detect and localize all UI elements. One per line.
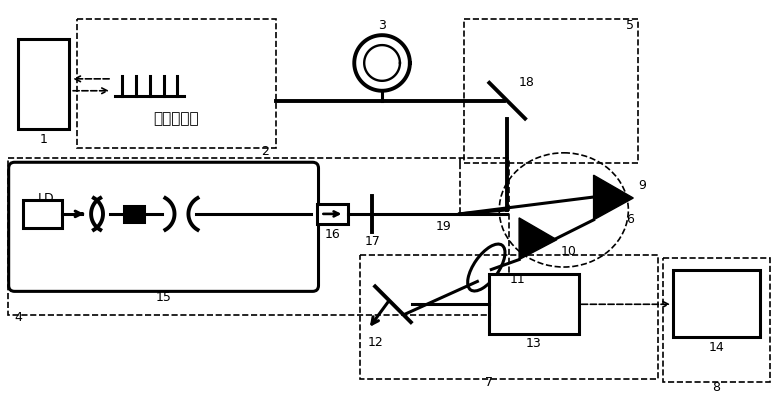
Text: 19: 19	[436, 220, 451, 233]
Text: 11: 11	[509, 273, 525, 286]
Text: 18: 18	[519, 76, 535, 89]
Text: 16: 16	[325, 228, 340, 241]
Text: 5: 5	[626, 19, 634, 32]
Text: 15: 15	[156, 291, 171, 304]
Text: 1: 1	[40, 134, 48, 146]
Bar	[18, 39, 70, 128]
Text: 9: 9	[638, 179, 646, 192]
Bar	[673, 270, 760, 337]
Text: LD: LD	[38, 192, 54, 205]
Bar	[8, 158, 509, 315]
Bar	[23, 200, 63, 228]
Text: 3: 3	[378, 19, 386, 32]
Text: 13: 13	[526, 337, 542, 350]
Text: 8: 8	[712, 381, 719, 394]
Text: 14: 14	[708, 341, 725, 354]
Text: 光学频率梳: 光学频率梳	[154, 111, 199, 126]
FancyBboxPatch shape	[9, 162, 318, 291]
Text: 6: 6	[626, 213, 634, 226]
Text: 17: 17	[364, 235, 380, 248]
Bar	[317, 204, 348, 224]
Bar	[77, 19, 276, 148]
Polygon shape	[519, 218, 557, 260]
Bar	[663, 258, 770, 382]
Bar	[465, 19, 638, 163]
Bar	[124, 206, 144, 222]
Text: 10: 10	[561, 245, 576, 258]
Bar	[490, 274, 579, 334]
Text: 7: 7	[486, 376, 493, 389]
Bar	[361, 255, 658, 379]
Polygon shape	[594, 175, 633, 220]
Text: 12: 12	[368, 336, 383, 349]
Text: 4: 4	[15, 311, 23, 324]
Text: 2: 2	[261, 145, 269, 158]
